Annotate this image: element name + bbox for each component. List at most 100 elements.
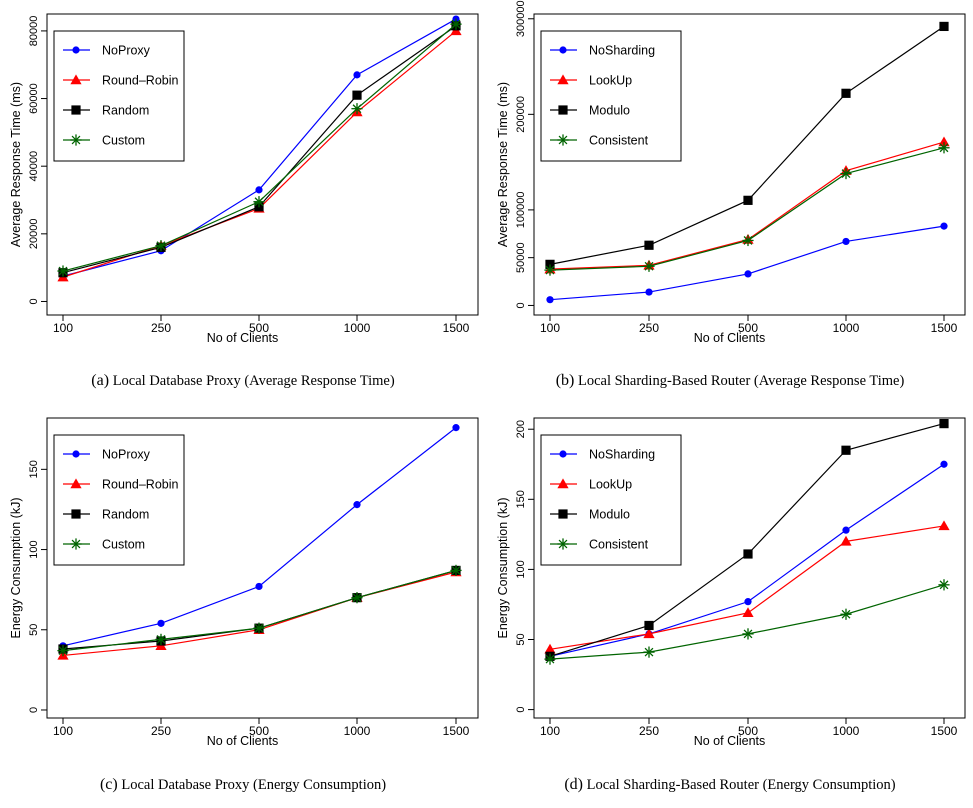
plot-frame	[46, 417, 479, 719]
x-tick-label: 100	[53, 321, 73, 335]
legend-marker	[71, 509, 81, 519]
data-point	[545, 654, 555, 664]
data-point	[352, 90, 362, 100]
caption-b: (b) Local Sharding-Based Router (Average…	[487, 372, 973, 390]
x-axis-label: No of Clients	[207, 331, 279, 345]
caption-text: Local Database Proxy (Energy Consumption…	[121, 777, 387, 793]
data-point	[255, 582, 263, 591]
legend-label: Custom	[102, 134, 145, 148]
chart-a: 100 250 500 1000 1500 No of Clients 0 20000 4000…	[9, 13, 479, 345]
legend-label: LookUp	[589, 74, 632, 88]
legend-label: NoSharding	[589, 44, 655, 58]
data-point	[157, 619, 165, 627]
legend-marker	[71, 539, 81, 549]
y-tick-label: 50	[515, 633, 527, 645]
data-point	[352, 593, 362, 603]
data-point	[156, 241, 166, 251]
x-tick-label: 1000	[833, 321, 860, 335]
panel-d: 100 250 500 1000 1500 No of Clients 0 50 100 150 2…	[487, 404, 973, 808]
legend-label: Modulo	[589, 104, 630, 118]
y-tick-label: 100000	[515, 192, 527, 229]
legend-label: Random	[102, 508, 149, 522]
x-tick-label: 250	[639, 321, 659, 335]
chart-d: 100 250 500 1000 1500 No of Clients 0 50 100 150 2…	[496, 417, 966, 748]
y-tick-label: 20000	[28, 219, 40, 250]
series-line	[549, 147, 945, 271]
y-tick-label: 0	[515, 302, 527, 308]
legend-label: Modulo	[589, 508, 630, 522]
y-tick-label: 100	[28, 540, 40, 558]
panel-b: 100 250 500 1000 1500 No of Clients 0 50000 1000…	[487, 0, 973, 404]
legend-marker	[70, 478, 82, 489]
data-point	[255, 186, 263, 194]
plot-frame	[46, 13, 479, 316]
chart-c: 100 250 500 1000 1500 No of Clients 0 50 100 150 E…	[9, 417, 479, 748]
data-point	[643, 628, 655, 639]
y-tick-label: 60000	[28, 83, 40, 114]
data-point	[452, 424, 460, 432]
caption-label: (c)	[99, 776, 118, 793]
x-tick-label: 1000	[344, 724, 371, 738]
data-point	[743, 549, 753, 559]
legend-label: Round–Robin	[102, 74, 178, 88]
data-point	[644, 647, 654, 657]
x-tick-label: 500	[249, 724, 269, 738]
y-tick-label: 80000	[28, 16, 40, 47]
legend-marker	[72, 46, 80, 54]
plot-frame	[533, 13, 966, 316]
legend-marker	[558, 105, 568, 115]
caption-text: Local Sharding-Based Router (Average Res…	[577, 373, 905, 389]
data-point	[939, 419, 949, 429]
y-tick-label: 50	[28, 624, 40, 636]
data-point	[940, 460, 948, 468]
data-point	[545, 265, 555, 275]
data-point	[353, 71, 361, 79]
x-tick-label: 500	[249, 321, 269, 335]
x-tick-label: 100	[540, 724, 560, 738]
data-point	[644, 261, 654, 271]
legend-marker	[71, 105, 81, 115]
legend-label: Consistent	[589, 538, 649, 552]
x-tick-label: 500	[738, 321, 758, 335]
x-tick-label: 100	[53, 724, 73, 738]
y-axis-label: Average Response Time (ms)	[9, 82, 23, 247]
x-tick-label: 1000	[833, 724, 860, 738]
legend-marker	[72, 450, 80, 458]
data-point	[743, 195, 753, 205]
x-axis-label: No of Clients	[694, 734, 766, 748]
data-point	[938, 520, 950, 531]
y-tick-label: 50000	[515, 242, 527, 273]
data-point	[451, 19, 461, 29]
data-point	[744, 270, 752, 278]
caption-text: Local Database Proxy (Average Response T…	[112, 373, 395, 389]
x-tick-label: 500	[738, 724, 758, 738]
legend-label: NoProxy	[102, 448, 151, 462]
legend-label: Custom	[102, 538, 145, 552]
panel-a: 100 250 500 1000 1500 No of Clients 0 20000 4000…	[0, 0, 486, 404]
x-tick-label: 1000	[344, 321, 371, 335]
data-point	[156, 634, 166, 644]
data-point	[841, 169, 851, 178]
y-tick-label: 200000	[515, 96, 527, 133]
legend-marker	[71, 135, 81, 145]
data-point	[545, 259, 555, 269]
legend-marker	[557, 74, 569, 85]
y-tick-label: 0	[28, 707, 40, 713]
caption-d: (d) Local Sharding-Based Router (Energy …	[487, 776, 973, 794]
data-point	[743, 629, 753, 639]
data-point	[352, 104, 362, 114]
plot-frame	[533, 417, 966, 719]
x-tick-label: 1500	[931, 724, 958, 738]
caption-label: (a)	[91, 372, 110, 389]
legend-label: Round–Robin	[102, 478, 178, 492]
data-point	[644, 240, 654, 250]
data-point	[938, 136, 950, 147]
data-point	[58, 266, 68, 276]
data-point	[841, 88, 851, 98]
legend-marker	[558, 135, 568, 145]
y-tick-label: 0	[28, 298, 40, 304]
data-point	[841, 609, 851, 619]
data-point	[546, 296, 554, 304]
series-line	[549, 584, 945, 660]
y-tick-label: 100	[515, 560, 527, 578]
